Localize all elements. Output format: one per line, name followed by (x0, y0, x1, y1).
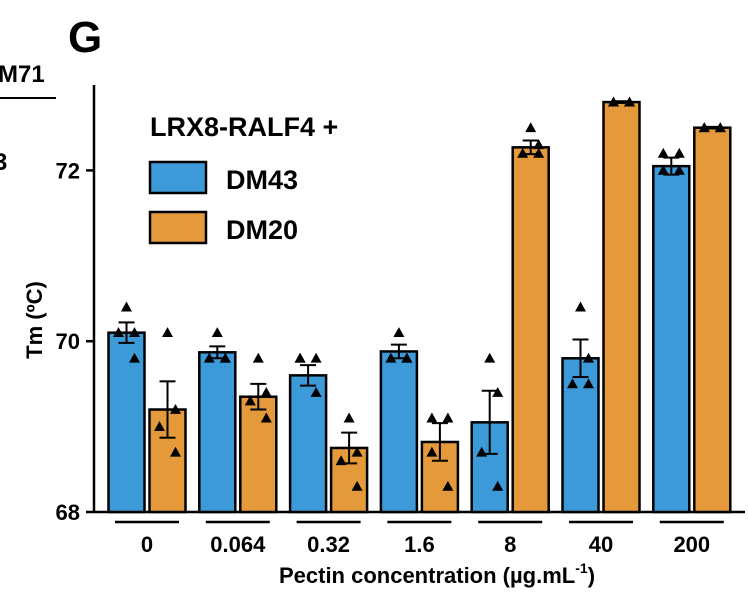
legend-label-dm20: DM20 (226, 215, 298, 245)
x-tick-label: 200 (673, 532, 710, 557)
x-axis-title-tail: ) (588, 563, 595, 588)
bar-dm43 (561, 357, 600, 514)
data-point (525, 122, 537, 133)
x-axis-title: Pectin concentration (µg.mL-1) (279, 560, 595, 588)
data-point (170, 446, 181, 457)
x-tick-label: 0 (141, 532, 153, 557)
data-point (393, 327, 405, 338)
x-tick-label: 1.6 (404, 532, 435, 557)
data-point (351, 480, 363, 491)
data-point (442, 480, 454, 491)
data-point (219, 352, 231, 363)
bar-dm43 (379, 350, 419, 514)
x-axis-title-main: Pectin concentration (µg.mL (279, 563, 575, 588)
legend-label-dm43: DM43 (226, 165, 298, 195)
bar-dm20 (693, 126, 732, 514)
data-point (385, 352, 397, 363)
data-point (517, 147, 529, 158)
data-point (583, 352, 594, 363)
data-point (698, 122, 710, 133)
x-tick-label: 0.32 (307, 532, 350, 557)
data-point (608, 96, 619, 107)
legend: LRX8-RALF4 + DM43 DM20 (148, 112, 338, 245)
data-point (244, 395, 256, 406)
fragment-top-left: M71 (0, 61, 45, 88)
data-point (673, 147, 685, 158)
data-point (583, 378, 594, 389)
data-point (343, 412, 355, 423)
data-point (714, 122, 726, 133)
data-point (252, 352, 264, 363)
data-point (129, 352, 140, 363)
data-point (401, 352, 413, 363)
data-point (154, 421, 165, 431)
data-point (567, 378, 578, 389)
data-point (476, 446, 488, 457)
data-point (657, 147, 669, 158)
plot-area: 68 70 72 0 0.064 0.32 1.6 8 40 200 (56, 85, 745, 557)
x-tick-label: 40 (589, 532, 613, 557)
legend-swatch-dm20 (148, 210, 208, 245)
data-point (492, 386, 504, 397)
data-point (113, 327, 124, 338)
fragment-mid-left: 3 (0, 149, 7, 176)
y-tick-label: 70 (56, 329, 80, 354)
data-point (129, 327, 140, 338)
x-tick-label: 8 (504, 532, 516, 557)
y-tick-label: 72 (56, 158, 80, 183)
bar-dm20 (511, 146, 550, 514)
data-point (426, 446, 438, 457)
data-point (335, 455, 347, 466)
data-point (162, 327, 173, 338)
data-point (673, 164, 685, 175)
data-point (294, 352, 306, 363)
data-point (484, 352, 496, 363)
bar-dm20 (239, 395, 278, 514)
legend-title: LRX8-RALF4 + (150, 112, 338, 142)
data-point (575, 301, 586, 312)
x-axis-title-sup: -1 (575, 560, 588, 576)
y-axis-title: Tm (ºC) (22, 281, 47, 359)
data-point (260, 386, 272, 397)
data-point (492, 480, 504, 491)
y-tick-label: 68 (56, 500, 80, 525)
bar-dm43 (198, 351, 237, 514)
data-point (426, 412, 438, 423)
data-point (533, 139, 545, 150)
x-tick-label: 0.064 (210, 532, 266, 557)
data-point (121, 301, 132, 312)
bar-dm43 (652, 164, 691, 514)
data-point (310, 352, 322, 363)
data-point (657, 164, 669, 175)
data-point (211, 327, 223, 338)
bar-dm20 (602, 100, 641, 514)
data-point (260, 412, 272, 423)
data-point (170, 404, 181, 414)
data-point (624, 96, 635, 107)
data-point (351, 446, 363, 457)
panel-label: G (68, 13, 102, 62)
data-point (533, 147, 545, 158)
bar-dm43 (288, 374, 328, 514)
bar-dm43 (107, 331, 146, 514)
legend-swatch-dm43 (148, 160, 208, 195)
data-point (442, 412, 454, 423)
data-point (203, 352, 215, 363)
data-point (310, 386, 322, 397)
